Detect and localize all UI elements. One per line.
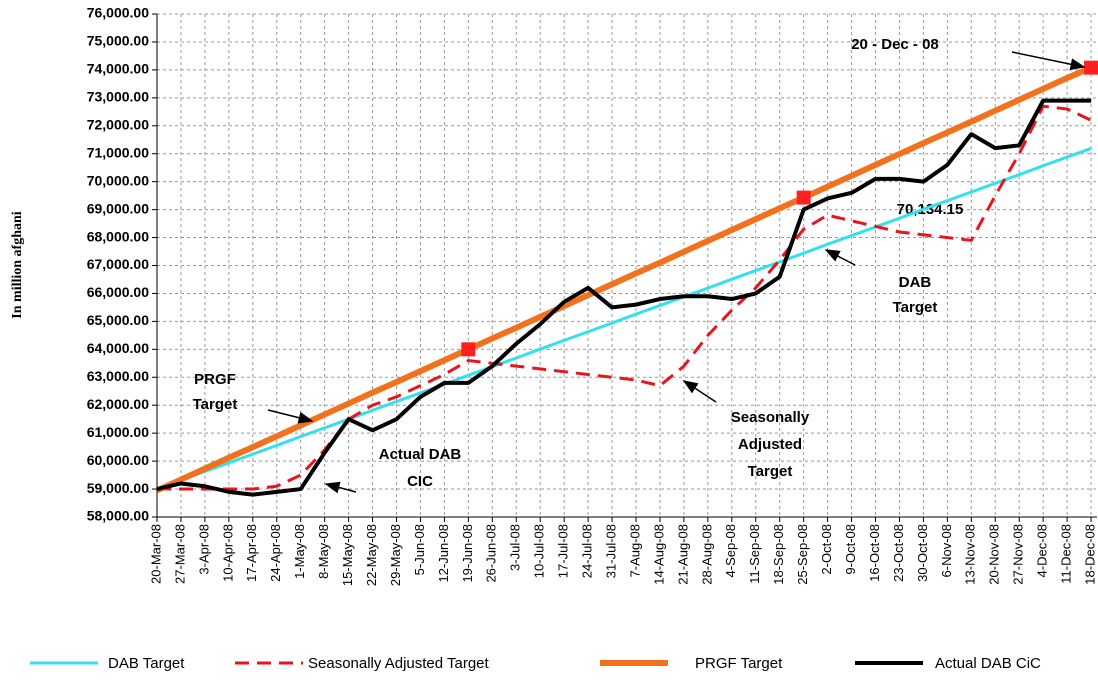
y-tick-label: 60,000.00 xyxy=(87,452,149,468)
x-tick-label: 18-Dec-08 xyxy=(1082,524,1097,585)
y-tick-label: 61,000.00 xyxy=(87,424,149,440)
annotation: DAB xyxy=(899,274,932,291)
x-tick-label: 29-May-08 xyxy=(388,524,403,586)
x-tick-label: 11-Dec-08 xyxy=(1059,524,1074,584)
x-tick-label: 27-Mar-08 xyxy=(172,524,187,584)
y-axis-label: In million afghani xyxy=(10,211,25,318)
x-tick-label: 7-Aug-08 xyxy=(627,524,642,577)
legend-label: Actual DAB CiC xyxy=(935,655,1041,672)
x-tick-label: 9-Oct-08 xyxy=(843,524,858,575)
x-tick-label: 21-Aug-08 xyxy=(675,524,690,585)
x-tick-label: 22-May-08 xyxy=(364,524,379,586)
y-tick-label: 59,000.00 xyxy=(87,480,149,496)
y-tick-label: 76,000.00 xyxy=(87,5,149,21)
y-tick-label: 74,000.00 xyxy=(87,61,149,77)
grid xyxy=(157,13,1097,517)
x-tick-label: 20-Mar-08 xyxy=(148,524,163,584)
arrows xyxy=(267,51,1086,494)
x-tick-label: 10-Apr-08 xyxy=(220,524,235,582)
annotation: Target xyxy=(193,396,238,413)
x-tick-label: 31-Jul-08 xyxy=(603,524,618,578)
arrow xyxy=(267,409,314,424)
legend-label: Seasonally Adjusted Target xyxy=(308,655,490,672)
y-tick-label: 63,000.00 xyxy=(87,368,149,384)
y-tick-label: 68,000.00 xyxy=(87,228,149,244)
series-line xyxy=(155,64,1093,494)
x-tick-label: 4-Sep-08 xyxy=(723,524,738,577)
arrow xyxy=(824,249,856,266)
series-line xyxy=(156,98,1092,497)
y-tick-label: 75,000.00 xyxy=(87,33,149,49)
y-tick-label: 62,000.00 xyxy=(87,396,149,412)
annotation: 20 - Dec - 08 xyxy=(851,36,939,53)
annotation: PRGF xyxy=(194,371,236,388)
x-tick-label: 8-May-08 xyxy=(316,524,331,579)
x-tick-label: 17-Jul-08 xyxy=(556,524,571,578)
ticks: 58,000.00 59,000.00 60,000.00 61,000.00 62,0… xyxy=(87,5,1098,586)
x-tick-label: 13-Nov-08 xyxy=(963,524,978,585)
annotation: Adjusted xyxy=(738,436,802,453)
annotation: CIC xyxy=(407,473,433,490)
annotation: Target xyxy=(893,299,938,316)
x-tick-label: 19-Jun-08 xyxy=(460,524,475,583)
x-tick-label: 17-Apr-08 xyxy=(244,524,259,582)
y-tick-label: 65,000.00 xyxy=(87,312,149,328)
y-tick-label: 73,000.00 xyxy=(87,89,149,105)
y-tick-label: 58,000.00 xyxy=(87,508,149,524)
y-tick-label: 67,000.00 xyxy=(87,256,149,272)
annotations: 20 - Dec - 0870,134.15DABTargetSeasonall… xyxy=(193,36,964,490)
y-tick-label: 70,000.00 xyxy=(87,172,149,188)
highlight-marker xyxy=(1084,60,1098,75)
y-tick-label: 66,000.00 xyxy=(87,284,149,300)
x-tick-label: 3-Apr-08 xyxy=(196,524,211,575)
x-tick-label: 2-Oct-08 xyxy=(819,524,834,575)
arrow xyxy=(682,380,717,403)
x-tick-label: 6-Nov-08 xyxy=(939,524,954,577)
y-tick-label: 69,000.00 xyxy=(87,200,149,216)
x-tick-label: 24-Apr-08 xyxy=(268,524,283,582)
x-tick-label: 5-Jun-08 xyxy=(412,524,427,575)
legend-label: DAB Target xyxy=(108,655,185,672)
y-tick-label: 71,000.00 xyxy=(87,144,149,160)
annotation: Target xyxy=(748,463,793,480)
series-line xyxy=(157,104,1092,491)
annotation: Seasonally xyxy=(731,409,810,426)
highlight-marker xyxy=(796,190,811,205)
x-tick-label: 30-Oct-08 xyxy=(915,524,930,582)
x-tick-label: 24-Jul-08 xyxy=(580,524,595,578)
x-tick-label: 10-Jul-08 xyxy=(532,524,547,578)
x-tick-label: 20-Nov-08 xyxy=(987,524,1002,585)
x-tick-label: 15-May-08 xyxy=(340,524,355,586)
arrow xyxy=(1011,51,1086,71)
x-tick-label: 25-Sep-08 xyxy=(795,524,810,585)
annotation: Actual DAB xyxy=(379,446,462,463)
x-tick-label: 23-Oct-08 xyxy=(891,524,906,582)
x-tick-label: 28-Aug-08 xyxy=(699,524,714,585)
y-tick-label: 72,000.00 xyxy=(87,116,149,132)
legend-label: PRGF Target xyxy=(695,655,783,672)
x-tick-label: 3-Jul-08 xyxy=(508,524,523,571)
x-tick-label: 11-Sep-08 xyxy=(747,524,762,584)
y-tick-label: 64,000.00 xyxy=(87,340,149,356)
x-tick-label: 1-May-08 xyxy=(292,524,307,579)
x-tick-label: 12-Jun-08 xyxy=(436,524,451,583)
arrow xyxy=(324,481,357,494)
series-line xyxy=(156,147,1092,491)
x-tick-label: 4-Dec-08 xyxy=(1035,524,1050,577)
x-tick-label: 27-Nov-08 xyxy=(1011,524,1026,585)
legend: DAB Target Seasonally Adjusted Target PRGF… xyxy=(30,655,1041,672)
x-tick-label: 14-Aug-08 xyxy=(651,524,666,585)
x-tick-label: 26-Jun-08 xyxy=(484,524,499,583)
x-tick-label: 18-Sep-08 xyxy=(771,524,786,585)
highlight-marker xyxy=(461,342,476,357)
x-tick-label: 16-Oct-08 xyxy=(867,524,882,582)
